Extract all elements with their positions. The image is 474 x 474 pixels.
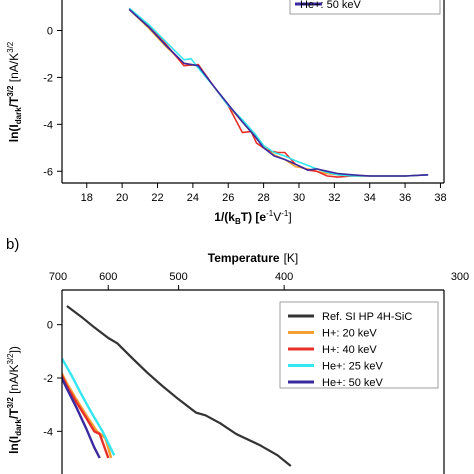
panel-a-y-tick-label: -2 xyxy=(43,72,53,84)
panel-b-series xyxy=(62,305,292,467)
panel-a-y-tick-label: -6 xyxy=(43,166,53,178)
panel-b-y-tick-label: 0 xyxy=(47,320,53,332)
panel-a-x-tick-label: 24 xyxy=(187,192,199,204)
panel-b: b) Temperature [K] 700 600 500 400 300 0-2-4 … xyxy=(6,236,469,474)
panel-a-x-tick-label: 34 xyxy=(364,192,376,204)
panel-a-x-tick-label: 32 xyxy=(328,192,340,204)
panel-a-x-tick-label: 26 xyxy=(222,192,234,204)
legend-label-he50: He+: 50 keV xyxy=(300,0,362,11)
legend-label-he50: He+: 50 keV xyxy=(322,377,384,389)
panel-b-series-he50 xyxy=(62,375,101,459)
panel-a: 18 20 22 24 26 28 30 32 34 36 38 0 -2 -4 -6 He+: 50 k… xyxy=(6,0,447,226)
panel-a-series-h20 xyxy=(128,8,429,177)
panel-b-top-tick-label: 500 xyxy=(169,271,187,283)
panel-a-x-tick-label: 20 xyxy=(116,192,128,204)
panel-b-series-h40 xyxy=(62,372,110,459)
panel-a-y-tick-label: -4 xyxy=(43,119,53,131)
panel-a-series-he25 xyxy=(128,7,429,177)
legend-label-h20: H+: 20 keV xyxy=(322,328,377,340)
panel-b-y-axis-label: ln(Idark/T3/2 [nA/K3/2]) xyxy=(6,346,23,454)
panel-a-x-tick-label: 36 xyxy=(399,192,411,204)
panel-a-x-tick-label: 30 xyxy=(293,192,305,204)
legend-label-ref: Ref. SI HP 4H-SiC xyxy=(322,311,412,323)
panel-b-top-tick-label: 300 xyxy=(451,271,469,283)
panel-b-top-tick-label: 600 xyxy=(99,271,117,283)
panel-a-y-axis-label: ln(Idark/T3/2 [nA/K3/2 xyxy=(6,41,23,142)
panel-b-top-tick-label: 400 xyxy=(275,271,293,283)
panel-a-series-h40 xyxy=(128,7,429,178)
panel-b-y-tick-label: -4 xyxy=(43,426,53,438)
panel-a-legend: He+: 50 keV xyxy=(289,0,441,15)
legend-label-h40: H+: 40 keV xyxy=(322,344,377,356)
panel-a-y-ticks: 0 -2 -4 -6 xyxy=(43,26,62,178)
panel-b-y-tick-label: -2 xyxy=(43,373,53,385)
panel-a-x-tick-label: 22 xyxy=(151,192,163,204)
panel-a-x-tick-label: 18 xyxy=(81,192,93,204)
panel-a-x-ticks: 18 20 22 24 26 28 30 32 34 36 38 xyxy=(81,183,447,204)
panel-b-series-he25 xyxy=(62,356,116,456)
legend-label-he25: He+: 25 keV xyxy=(322,361,384,373)
panel-b-series-ref xyxy=(66,305,292,467)
panel-b-legend: Ref. SI HP 4H-SiC H+: 20 keV H+: 40 keV He+… xyxy=(279,301,439,389)
panel-a-series xyxy=(128,7,429,178)
panel-a-series-he50 xyxy=(128,8,429,177)
panel-a-y-tick-label: 0 xyxy=(47,26,53,38)
panel-b-label: b) xyxy=(6,236,19,253)
panel-b-top-axis-title: Temperature [K] xyxy=(208,251,298,265)
panel-a-x-tick-label: 38 xyxy=(434,192,446,204)
panel-a-x-tick-label: 28 xyxy=(257,192,269,204)
panel-b-top-tick-label: 700 xyxy=(49,271,67,283)
panel-b-top-ticks: 700 600 500 400 300 xyxy=(49,271,469,290)
panel-a-x-axis-label: 1/(kBT) [e-1V-1] xyxy=(214,209,291,226)
panel-b-y-ticks: 0 -2 -4 xyxy=(43,320,62,438)
